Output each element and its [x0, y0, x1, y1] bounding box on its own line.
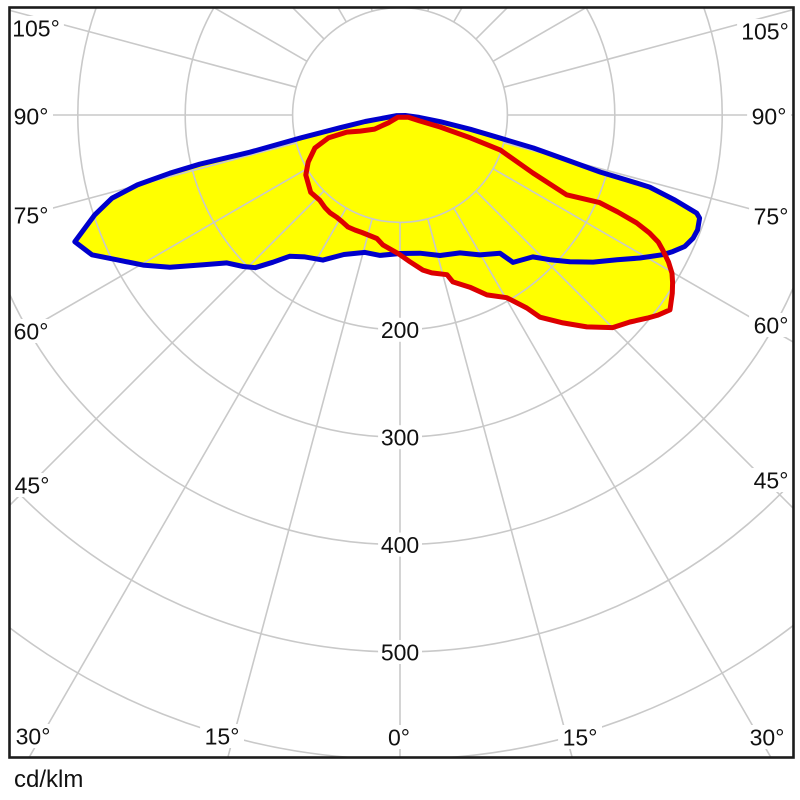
grid-radial-line — [503, 8, 794, 88]
label-background — [9, 16, 64, 40]
radial-tick-label: 500 — [381, 639, 419, 665]
angle-label: 75° — [14, 202, 49, 228]
angle-label: 90° — [752, 103, 787, 129]
grid-radial-line — [492, 168, 794, 344]
label-background — [745, 725, 789, 749]
label-background — [9, 319, 54, 343]
label-background — [749, 468, 793, 492]
angle-label: 105° — [741, 18, 789, 44]
label-background — [378, 640, 422, 664]
grid-radial-line — [453, 207, 772, 758]
grid-radial-line — [503, 142, 794, 222]
angle-label: 0° — [388, 724, 410, 750]
label-background — [749, 313, 793, 337]
grid-radial-line — [9, 142, 297, 221]
grid-radial-line — [9, 168, 308, 342]
label-background — [558, 725, 602, 749]
curve-blue — [72, 113, 703, 271]
label-background — [200, 724, 244, 748]
radial-tick-label: 400 — [381, 532, 419, 558]
angle-label: 60° — [754, 312, 789, 338]
label-background — [378, 532, 422, 557]
label-background — [749, 204, 793, 228]
curve-red — [303, 114, 676, 331]
angle-label: 60° — [14, 318, 49, 344]
angle-label: 30° — [750, 724, 785, 750]
label-background — [383, 725, 415, 749]
grid-radial-line — [370, 7, 373, 12]
angle-label: 105° — [12, 15, 60, 41]
label-background — [9, 203, 54, 227]
label-background — [10, 473, 55, 497]
angle-label: 15° — [563, 724, 598, 750]
chart-border — [8, 6, 795, 759]
grid-radial-line — [427, 7, 430, 12]
angle-label: 15° — [205, 723, 240, 749]
label-background — [378, 317, 422, 342]
label-background — [11, 724, 56, 748]
angle-label: 75° — [754, 203, 789, 229]
label-background — [9, 104, 54, 128]
radial-tick-label: 300 — [381, 424, 419, 450]
grid-radial-line — [9, 9, 297, 88]
grid-radial-line — [9, 190, 325, 507]
angle-label: 45° — [754, 467, 789, 493]
label-background — [378, 425, 422, 450]
footer-unit-label: cd/klm — [14, 766, 84, 793]
angle-label: 90° — [14, 103, 49, 129]
radial-tick-label: 200 — [381, 317, 419, 343]
angle-label: 45° — [15, 472, 50, 498]
label-background — [747, 104, 791, 128]
yellow-fill — [305, 117, 673, 328]
grid-radial-line — [28, 207, 347, 758]
grid-radial-line — [475, 190, 794, 510]
angle-label: 30° — [16, 723, 51, 749]
label-background — [737, 19, 793, 43]
